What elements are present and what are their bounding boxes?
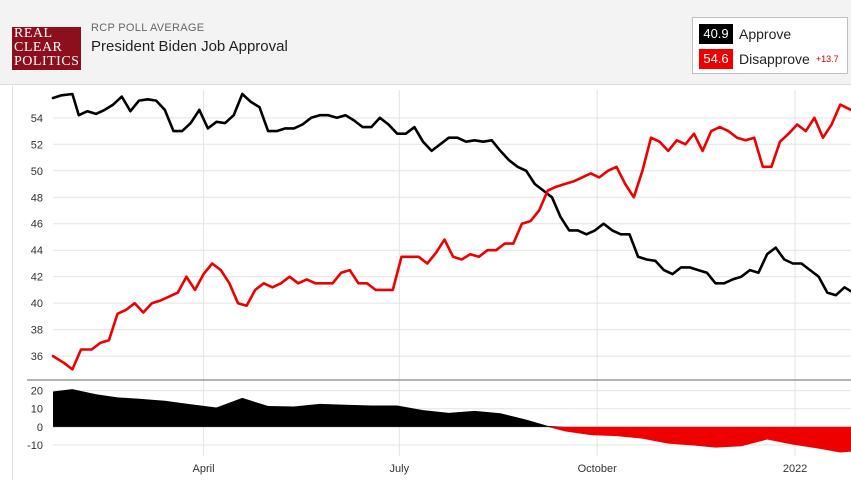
y-axis-ticks: 36 38 40 42 44 46 48 50 52 54 20 10 0 -10 [27, 113, 43, 452]
y-tick-label: 40 [31, 298, 43, 310]
x-tick-label: April [193, 463, 215, 475]
spread-area-layer [53, 389, 851, 453]
y-tick-label: 50 [31, 166, 43, 178]
y-tick-label: 52 [31, 139, 43, 151]
series-layer [51, 92, 851, 371]
logo-line-3: POLITICS [14, 54, 80, 69]
logo-line-1: REAL [14, 26, 53, 41]
legend-approve[interactable]: 40.9 Approve [699, 24, 791, 44]
y-tick-label: 36 [31, 351, 43, 363]
spread-negative-area [53, 426, 851, 453]
approve-value-badge: 40.9 [699, 24, 733, 44]
logo-line-2: CLEAR [14, 40, 63, 55]
y-tick-label: 38 [31, 325, 43, 337]
disapprove-value-badge: 54.6 [699, 49, 733, 69]
y-tick-label: 44 [31, 245, 43, 257]
chart-subtitle: RCP POLL AVERAGE [91, 22, 205, 34]
spread-positive-area [53, 389, 851, 427]
x-tick-label: 2022 [783, 463, 807, 475]
chart-area: 36 38 40 42 44 46 48 50 52 54 20 10 0 -10 April July Oc… [12, 86, 851, 480]
rcp-logo[interactable]: REAL CLEAR POLITICS [12, 27, 81, 70]
chart-title: President Biden Job Approval [91, 38, 288, 55]
y-tick-label: 48 [31, 192, 43, 204]
y-tick-label: 46 [31, 219, 43, 231]
disapprove-line [51, 103, 851, 371]
chart-header: REAL CLEAR POLITICS RCP POLL AVERAGE Pre… [0, 0, 851, 85]
spread-tick-label: 20 [31, 386, 43, 398]
y-tick-label: 42 [31, 272, 43, 284]
chart-svg[interactable]: 36 38 40 42 44 46 48 50 52 54 20 10 0 -10 April July Oc… [13, 86, 851, 480]
approve-line [51, 92, 851, 297]
legend-disapprove[interactable]: 54.6 Disapprove +13.7 [699, 49, 839, 69]
y-tick-label: 54 [31, 113, 43, 125]
spread-tick-label: -10 [27, 440, 43, 452]
x-tick-label: October [578, 463, 617, 475]
x-axis-ticks: April July October 2022 [193, 463, 808, 475]
approve-label: Approve [739, 26, 792, 42]
x-tick-label: July [390, 463, 410, 475]
disapprove-label: Disapprove [739, 51, 810, 67]
spread-value: +13.7 [815, 54, 839, 64]
legend: 40.9 Approve 54.6 Disapprove +13.7 [692, 17, 848, 74]
spread-tick-label: 10 [31, 404, 43, 416]
spread-tick-label: 0 [37, 422, 43, 434]
